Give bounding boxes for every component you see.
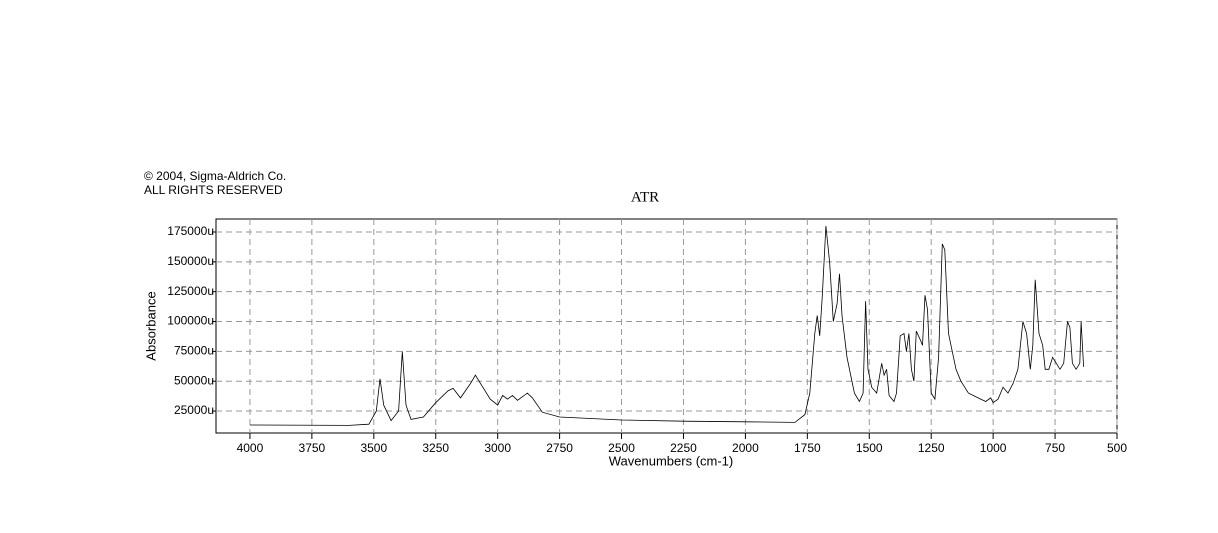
x-tick-label: 3750 xyxy=(299,441,326,455)
x-tick-label: 2500 xyxy=(608,441,635,455)
x-tick-label: 1250 xyxy=(918,441,945,455)
x-tick-label: 750 xyxy=(1045,441,1065,455)
x-axis-label: Wavenumbers (cm-1) xyxy=(609,453,733,468)
y-tick-label: 175000u xyxy=(167,224,214,238)
y-tick-label: 150000u xyxy=(167,254,214,268)
y-tick-label: 100000u xyxy=(167,314,214,328)
y-axis-label: Absorbance xyxy=(143,291,158,360)
notice: © 2004, Sigma-Aldrich Co. xyxy=(144,169,286,183)
y-tick-label: 125000u xyxy=(167,284,214,298)
x-tick-label: 1000 xyxy=(980,441,1007,455)
x-tick-label: 2750 xyxy=(546,441,573,455)
x-tick-label: 3000 xyxy=(484,441,511,455)
x-tick-label: 2000 xyxy=(732,441,759,455)
x-tick-label: 2250 xyxy=(670,441,697,455)
x-tick-label: 1750 xyxy=(794,441,821,455)
chart-title: ATR xyxy=(631,189,659,205)
plot-area xyxy=(215,218,1118,434)
x-tick-label: 1500 xyxy=(856,441,883,455)
y-tick-label: 50000u xyxy=(174,373,214,387)
x-tick-label: 500 xyxy=(1107,441,1127,455)
x-tick-label: 4000 xyxy=(237,441,264,455)
notice: ALL RIGHTS RESERVED xyxy=(144,183,283,197)
y-tick-label: 25000u xyxy=(174,403,214,417)
x-tick-label: 3250 xyxy=(422,441,449,455)
y-tick-label: 75000u xyxy=(174,344,214,358)
x-tick-label: 3500 xyxy=(360,441,387,455)
spectrum-line xyxy=(249,225,1084,426)
